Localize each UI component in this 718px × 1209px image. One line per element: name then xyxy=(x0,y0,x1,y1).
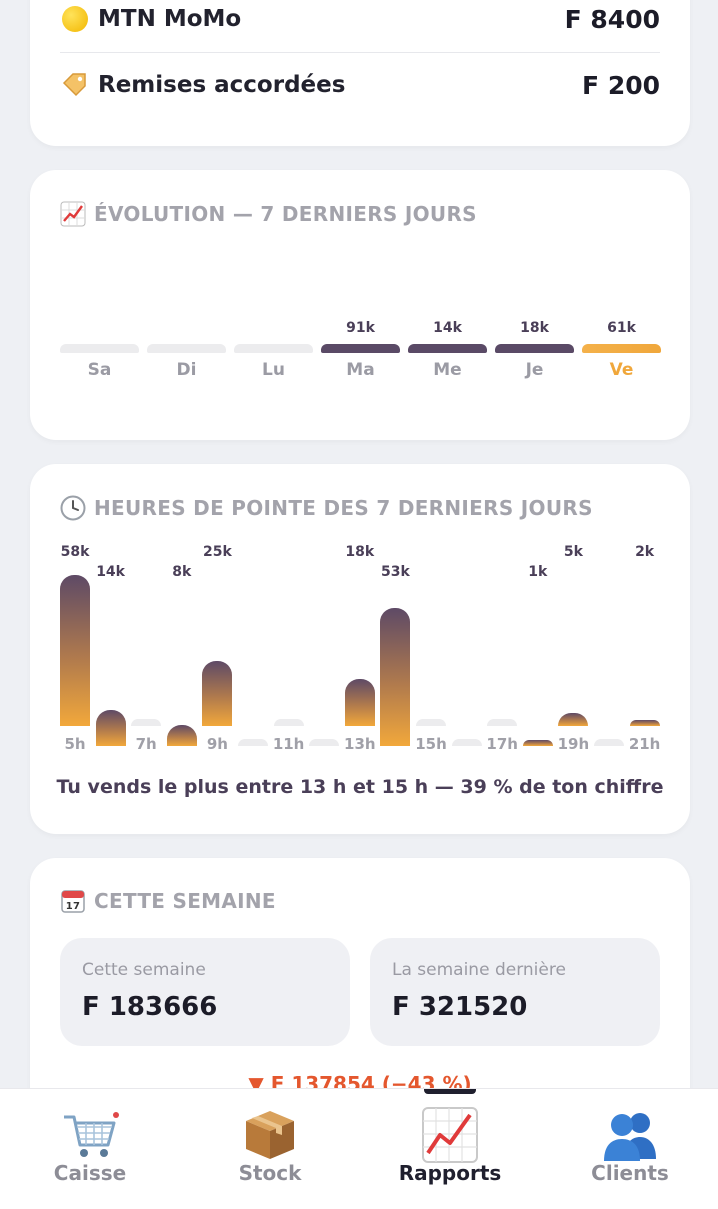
this-week-value: F 183666 xyxy=(82,992,218,1022)
hour-bar xyxy=(487,719,518,726)
evolution-value-label: 61k xyxy=(607,320,636,336)
evolution-day-label: Di xyxy=(176,360,197,380)
hour-bar xyxy=(594,739,624,746)
evolution-bar xyxy=(408,344,487,353)
payment-row-discounts: Remises accordées F 200 xyxy=(60,70,660,100)
payment-label: MTN MoMo xyxy=(98,6,242,32)
hour-tick-label: 5h xyxy=(64,735,86,753)
hour-value-label: 2k xyxy=(635,544,655,560)
hour-tick-label: 7h xyxy=(135,735,157,753)
clock-icon xyxy=(60,495,86,521)
nav-label: Clients xyxy=(591,1161,669,1185)
hour-value-label: 25k xyxy=(202,544,232,560)
payments-card: MTN MoMo F 8400 Remises accordées F 200 xyxy=(30,0,690,146)
this-week-box: Cette semaine F 183666 xyxy=(60,938,350,1046)
shopping-cart-icon xyxy=(60,1105,120,1165)
divider xyxy=(60,52,660,53)
bottom-nav: Caisse Stock Rapports xyxy=(0,1088,718,1209)
hour-tick-label: 11h xyxy=(272,735,305,753)
calendar-icon: 17 xyxy=(60,888,86,914)
hour-bar xyxy=(202,661,233,726)
hour-bar xyxy=(629,720,660,726)
evolution-bar xyxy=(495,344,574,353)
payment-value: F 200 xyxy=(582,70,660,100)
nav-label: Stock xyxy=(238,1161,302,1185)
peak-hours-card: HEURES DE POINTE DES 7 DERNIERS JOURS 58… xyxy=(30,464,690,834)
hour-bar xyxy=(416,719,446,726)
peak-summary: Tu vends le plus entre 13 h et 15 h — 39… xyxy=(56,776,664,798)
payment-label: Remises accordées xyxy=(98,72,346,98)
hour-value-label: 18k xyxy=(345,544,375,560)
evolution-day-label: Ma xyxy=(346,360,375,380)
label-tag-icon xyxy=(60,70,90,100)
payment-row-mtn-momo: MTN MoMo F 8400 xyxy=(60,4,660,34)
hour-bar xyxy=(522,740,553,746)
evolution-day-label: Me xyxy=(433,360,462,380)
active-tab-indicator xyxy=(424,1089,476,1094)
week-title: 17 CETTE SEMAINE xyxy=(60,888,276,914)
hour-bar xyxy=(273,719,304,726)
hour-tick-label: 9h xyxy=(206,735,228,753)
hour-value-label: 58k xyxy=(60,544,90,560)
hour-bar xyxy=(166,725,197,746)
evolution-title: ÉVOLUTION — 7 DERNIERS JOURS xyxy=(60,201,477,227)
hour-bar xyxy=(451,739,482,746)
last-week-value: F 321520 xyxy=(392,992,528,1022)
evolution-bar xyxy=(234,344,313,353)
evolution-value-label: 14k xyxy=(433,320,462,336)
hour-bar xyxy=(60,575,90,726)
last-week-label: La semaine dernière xyxy=(392,960,566,980)
hour-value-label: 5k xyxy=(563,544,583,560)
hour-tick-label: 21h xyxy=(628,735,661,753)
evolution-day-label: Lu xyxy=(262,360,285,380)
evolution-card: ÉVOLUTION — 7 DERNIERS JOURS Sa Di Lu 91k Ma… xyxy=(30,170,690,440)
hour-tick-label: 17h xyxy=(486,735,518,753)
hour-bar xyxy=(380,608,411,746)
evolution-value-label: 91k xyxy=(346,320,375,336)
hour-tick-label: 13h xyxy=(344,735,376,753)
chart-increasing-icon xyxy=(60,201,86,227)
hour-bar xyxy=(95,709,126,746)
payment-value: F 8400 xyxy=(564,4,660,34)
evolution-day-label: Sa xyxy=(87,360,112,380)
hour-tick-label: 19h xyxy=(557,735,590,753)
hour-value-label: 1k xyxy=(528,564,548,580)
nav-item-rapports[interactable]: Rapports xyxy=(360,1105,540,1185)
svg-text:17: 17 xyxy=(66,901,81,912)
nav-item-stock[interactable]: Stock xyxy=(180,1105,360,1185)
evolution-day-label: Ve xyxy=(609,360,634,380)
hour-bar xyxy=(238,739,268,746)
hour-value-label: 53k xyxy=(380,564,410,580)
evolution-bar xyxy=(60,344,139,353)
hour-bar xyxy=(131,719,162,726)
evolution-value-label: 18k xyxy=(520,320,549,336)
yellow-circle-icon xyxy=(60,4,90,34)
evolution-bar xyxy=(321,344,400,353)
hour-value-label: 8k xyxy=(172,564,192,580)
people-icon xyxy=(600,1105,660,1165)
hour-bar xyxy=(558,713,589,726)
this-week-label: Cette semaine xyxy=(82,960,206,980)
last-week-box: La semaine dernière F 321520 xyxy=(370,938,660,1046)
hour-value-label: 14k xyxy=(96,564,125,580)
chart-increasing-icon xyxy=(420,1105,480,1165)
hour-tick-label: 15h xyxy=(415,735,447,753)
hour-bar xyxy=(309,739,340,746)
nav-item-caisse[interactable]: Caisse xyxy=(0,1105,180,1185)
nav-item-clients[interactable]: Clients xyxy=(540,1105,718,1185)
evolution-bar xyxy=(147,344,226,353)
peak-hours-title: HEURES DE POINTE DES 7 DERNIERS JOURS xyxy=(60,495,593,521)
evolution-bar xyxy=(582,344,661,353)
package-icon xyxy=(240,1105,300,1165)
evolution-day-label: Je xyxy=(525,360,544,380)
nav-label: Rapports xyxy=(398,1161,502,1185)
nav-label: Caisse xyxy=(53,1161,127,1185)
hour-bar xyxy=(344,679,375,726)
